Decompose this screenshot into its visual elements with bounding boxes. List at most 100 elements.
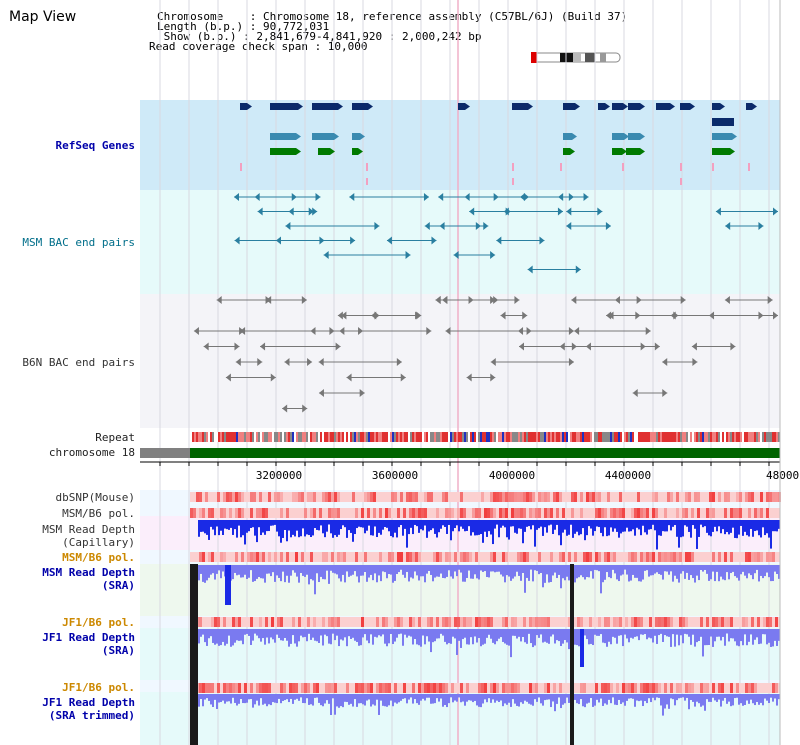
bac-end: [469, 207, 475, 216]
bac-end: [568, 358, 574, 366]
bac-end: [767, 296, 773, 304]
bac-end: [339, 327, 345, 335]
bac-end: [193, 327, 199, 335]
bac-end: [583, 193, 589, 201]
gene-feature: [312, 133, 334, 140]
bac-end: [315, 193, 321, 201]
bac-end: [632, 389, 638, 397]
track-label-repeat[interactable]: Repeat: [95, 431, 135, 444]
bac-end: [715, 207, 721, 216]
gene-feature: [746, 103, 752, 110]
bac-end: [514, 296, 520, 304]
bac-end: [730, 342, 736, 351]
bac-end: [597, 207, 603, 216]
bac-end: [257, 207, 263, 216]
track-label-msm-bac[interactable]: MSM BAC end pairs: [22, 236, 135, 249]
bac-end: [490, 358, 496, 366]
track-label-msm-b6-pol-2[interactable]: MSM/B6 pol.: [62, 551, 135, 564]
track-label-msm-read-depth-cap[interactable]: MSM Read Depth: [42, 523, 135, 536]
refseq-track-bg: [140, 100, 780, 190]
chromosome-ideogram[interactable]: [531, 52, 621, 63]
gene-feature: [712, 103, 720, 110]
track-label-jf1-read-depth-sra-sub: (SRA): [101, 644, 135, 657]
bac-end: [724, 296, 730, 304]
read-depth-tracks: [198, 520, 780, 716]
bac-end: [692, 358, 698, 366]
track-label-msm-read-depth-cap-sub: (Capillary): [62, 536, 135, 549]
gene-feature: [612, 103, 623, 110]
coverage-gap-left: [190, 564, 198, 745]
bac-end: [539, 236, 545, 245]
bac-end: [645, 327, 651, 335]
track-label-b6n-bac[interactable]: B6N BAC end pairs: [22, 356, 135, 369]
bac-end: [318, 358, 324, 366]
bac-end: [725, 222, 731, 230]
gene-feature: [458, 103, 465, 110]
gene-feature: [352, 133, 360, 140]
bac-end: [662, 358, 668, 366]
bac-end: [225, 373, 231, 382]
gene-feature: [628, 133, 640, 140]
axis-tick-label-1: 3200000: [256, 469, 302, 482]
bac-end: [566, 207, 572, 216]
refseq-genes-features[interactable]: [240, 103, 757, 185]
gene-feature: [352, 148, 358, 155]
bac-end: [490, 373, 496, 382]
length-info: Length (b.p.) : 90,772,031: [157, 20, 330, 33]
track-label-chromosome[interactable]: chromosome 18: [48, 446, 135, 459]
gene-feature: [612, 133, 624, 140]
track-label-panel: [0, 0, 140, 745]
track-label-jf1-read-depth-trim[interactable]: JF1 Read Depth: [42, 696, 135, 709]
gene-feature: [270, 148, 296, 155]
bac-end: [558, 193, 564, 201]
gene-feature: [312, 103, 338, 110]
b6n-bac-features[interactable]: [193, 296, 778, 413]
bac-end: [691, 342, 697, 351]
track-label-refseq[interactable]: RefSeq Genes: [55, 139, 135, 152]
bac-end: [349, 193, 355, 201]
bac-end: [662, 389, 668, 397]
bac-end: [709, 311, 715, 320]
gene-feature: [512, 103, 528, 110]
bac-end: [323, 251, 329, 259]
bac-end: [233, 193, 239, 201]
axis-tick-label-4: 4400000: [605, 469, 651, 482]
gene-feature: [712, 118, 734, 126]
bac-end: [359, 389, 365, 397]
bac-end: [301, 296, 307, 304]
bac-end: [307, 358, 313, 366]
bac-end: [568, 327, 574, 335]
map-view-title: Map View: [9, 9, 77, 25]
bac-end: [758, 222, 764, 230]
track-label-jf1-b6-pol-1[interactable]: JF1/B6 pol.: [62, 616, 135, 629]
bac-end: [520, 193, 526, 201]
bac-end: [518, 342, 524, 351]
bac-end: [445, 327, 451, 335]
track-label-msm-read-depth-sra[interactable]: MSM Read Depth: [42, 566, 135, 579]
bac-end: [608, 311, 614, 320]
track-label-jf1-b6-pol-2[interactable]: JF1/B6 pol.: [62, 681, 135, 694]
bac-end: [335, 342, 341, 351]
bac-end: [337, 311, 343, 320]
bac-end: [203, 342, 209, 351]
gene-feature: [626, 148, 640, 155]
bac-end: [475, 222, 481, 230]
axis-tick-label-2: 3600000: [372, 469, 418, 482]
bac-end: [371, 311, 377, 320]
bac-end: [557, 207, 563, 216]
bac-end: [416, 311, 422, 320]
gene-feature: [712, 133, 732, 140]
bac-end: [466, 373, 472, 382]
bac-end: [640, 342, 646, 351]
gene-feature: [563, 103, 575, 110]
bac-end: [773, 207, 778, 216]
track-label-jf1-read-depth-sra[interactable]: JF1 Read Depth: [42, 631, 135, 644]
bac-end: [350, 236, 356, 245]
bac-end: [346, 373, 352, 382]
bac-end: [400, 373, 406, 382]
msm-bac-features[interactable]: [233, 193, 778, 274]
track-label-dbsnp[interactable]: dbSNP(Mouse): [55, 491, 135, 504]
track-label-msm-b6-pol-1[interactable]: MSM/B6 pol.: [62, 507, 135, 520]
bac-end: [575, 265, 581, 274]
